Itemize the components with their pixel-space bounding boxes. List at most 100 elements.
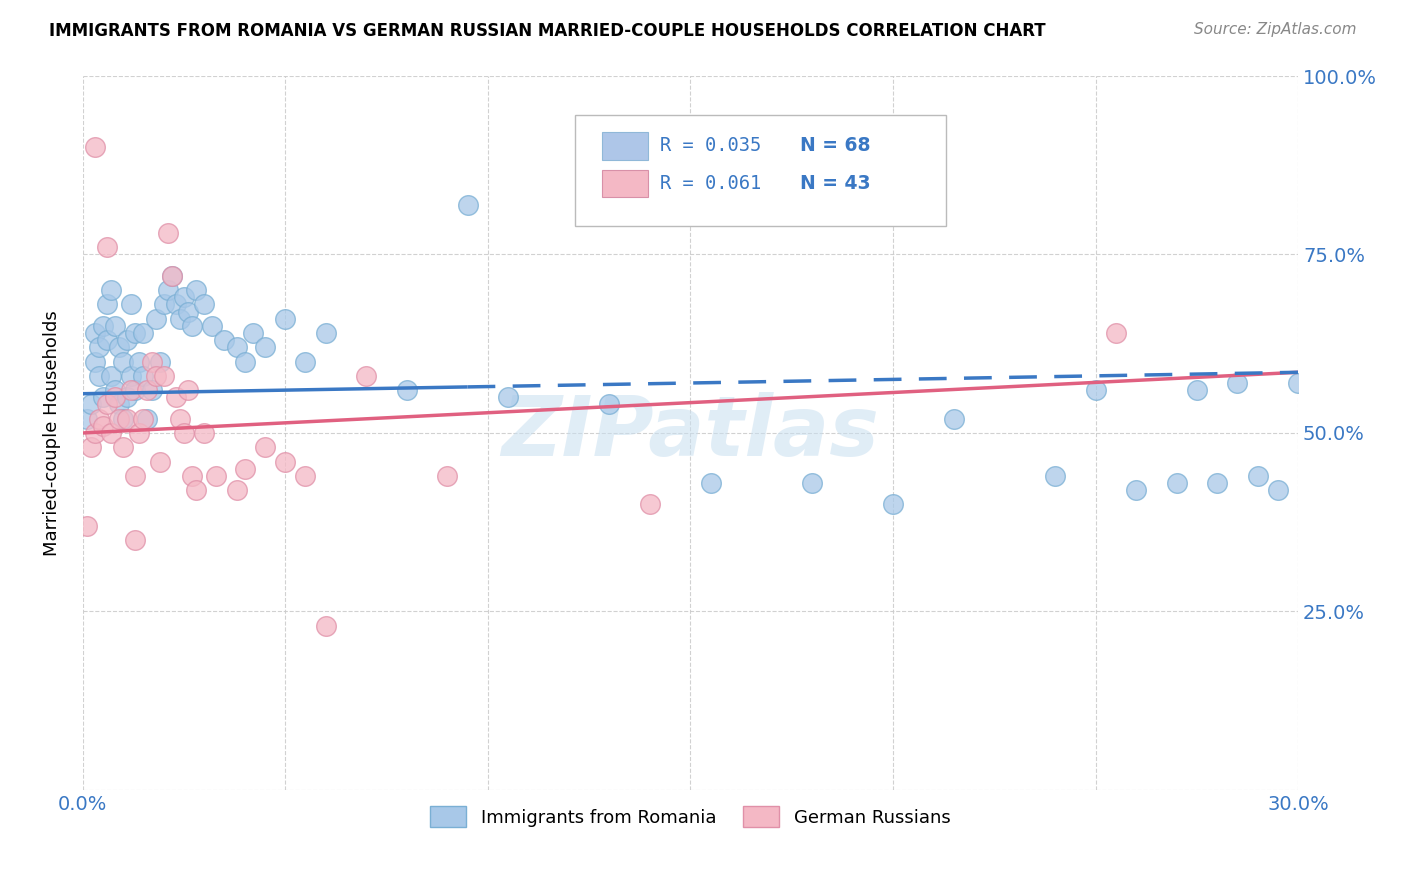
Point (165, 297, 187, 311)
Point (800, 475, 823, 490)
Point (112, 354, 135, 368)
Point (233, 461, 256, 475)
Point (169, 311, 191, 326)
Point (91, 390, 114, 404)
Point (149, 454, 172, 468)
Point (177, 304, 200, 318)
Text: N = 43: N = 43 (800, 174, 870, 194)
Point (76, 518, 98, 533)
Point (169, 411, 191, 425)
Point (233, 354, 256, 368)
Text: R = 0.061: R = 0.061 (659, 174, 761, 194)
Point (108, 411, 131, 425)
Point (160, 268, 183, 283)
Text: Source: ZipAtlas.com: Source: ZipAtlas.com (1194, 22, 1357, 37)
Point (699, 475, 721, 490)
Point (193, 425, 215, 440)
Point (274, 454, 297, 468)
Point (225, 483, 247, 497)
Text: IMMIGRANTS FROM ROMANIA VS GERMAN RUSSIAN MARRIED-COUPLE HOUSEHOLDS CORRELATION : IMMIGRANTS FROM ROMANIA VS GERMAN RUSSIA… (49, 22, 1046, 40)
Point (882, 497, 904, 511)
Point (1206, 475, 1229, 490)
Point (165, 390, 187, 404)
Point (274, 311, 297, 326)
Point (91, 418, 114, 433)
Point (1267, 483, 1289, 497)
Point (457, 197, 479, 211)
Point (253, 340, 276, 354)
Text: N = 68: N = 68 (800, 136, 870, 155)
Point (152, 368, 174, 383)
Point (108, 340, 131, 354)
Point (120, 297, 142, 311)
Point (152, 297, 174, 311)
Point (83, 140, 105, 154)
Point (100, 425, 122, 440)
Point (136, 383, 159, 397)
Point (1286, 376, 1309, 390)
Point (83, 425, 105, 440)
Point (100, 368, 122, 383)
Point (76, 411, 98, 425)
Point (115, 411, 138, 425)
Point (242, 326, 264, 340)
Point (87, 411, 110, 425)
Point (132, 411, 155, 425)
Text: R = 0.035: R = 0.035 (659, 136, 761, 155)
Point (214, 333, 236, 347)
Point (83, 354, 105, 368)
Point (1125, 483, 1147, 497)
Point (1185, 383, 1208, 397)
Point (315, 326, 337, 340)
Point (181, 468, 204, 483)
Point (112, 411, 135, 425)
Point (184, 483, 207, 497)
Point (173, 425, 195, 440)
Y-axis label: Married-couple Households: Married-couple Households (44, 310, 60, 556)
Point (96, 397, 118, 411)
Text: ZIPatlas: ZIPatlas (502, 392, 879, 474)
Point (1043, 468, 1066, 483)
Point (87, 368, 110, 383)
Point (124, 468, 146, 483)
Point (149, 354, 172, 368)
Point (96, 333, 118, 347)
Point (145, 311, 167, 326)
Point (1246, 468, 1268, 483)
Point (145, 368, 167, 383)
Point (100, 283, 122, 297)
Point (638, 497, 661, 511)
Point (1166, 475, 1188, 490)
Point (1105, 326, 1128, 340)
Point (141, 354, 163, 368)
Point (104, 318, 127, 333)
Point (181, 318, 204, 333)
Point (942, 411, 965, 425)
Point (104, 390, 127, 404)
Bar (602, 170, 648, 197)
Point (132, 326, 155, 340)
Point (156, 226, 179, 240)
Point (395, 383, 418, 397)
Point (112, 440, 135, 454)
Point (83, 326, 105, 340)
Point (115, 390, 138, 404)
Point (184, 283, 207, 297)
Point (436, 468, 458, 483)
Point (173, 290, 195, 304)
Point (124, 326, 146, 340)
Point (225, 340, 247, 354)
Point (201, 318, 224, 333)
Point (120, 368, 142, 383)
Point (598, 397, 620, 411)
Point (141, 383, 163, 397)
Point (1226, 376, 1249, 390)
Point (124, 533, 146, 547)
Point (104, 383, 127, 397)
Point (108, 397, 131, 411)
Point (177, 383, 200, 397)
Point (132, 368, 155, 383)
Point (124, 383, 146, 397)
Point (87, 340, 110, 354)
Point (96, 240, 118, 254)
